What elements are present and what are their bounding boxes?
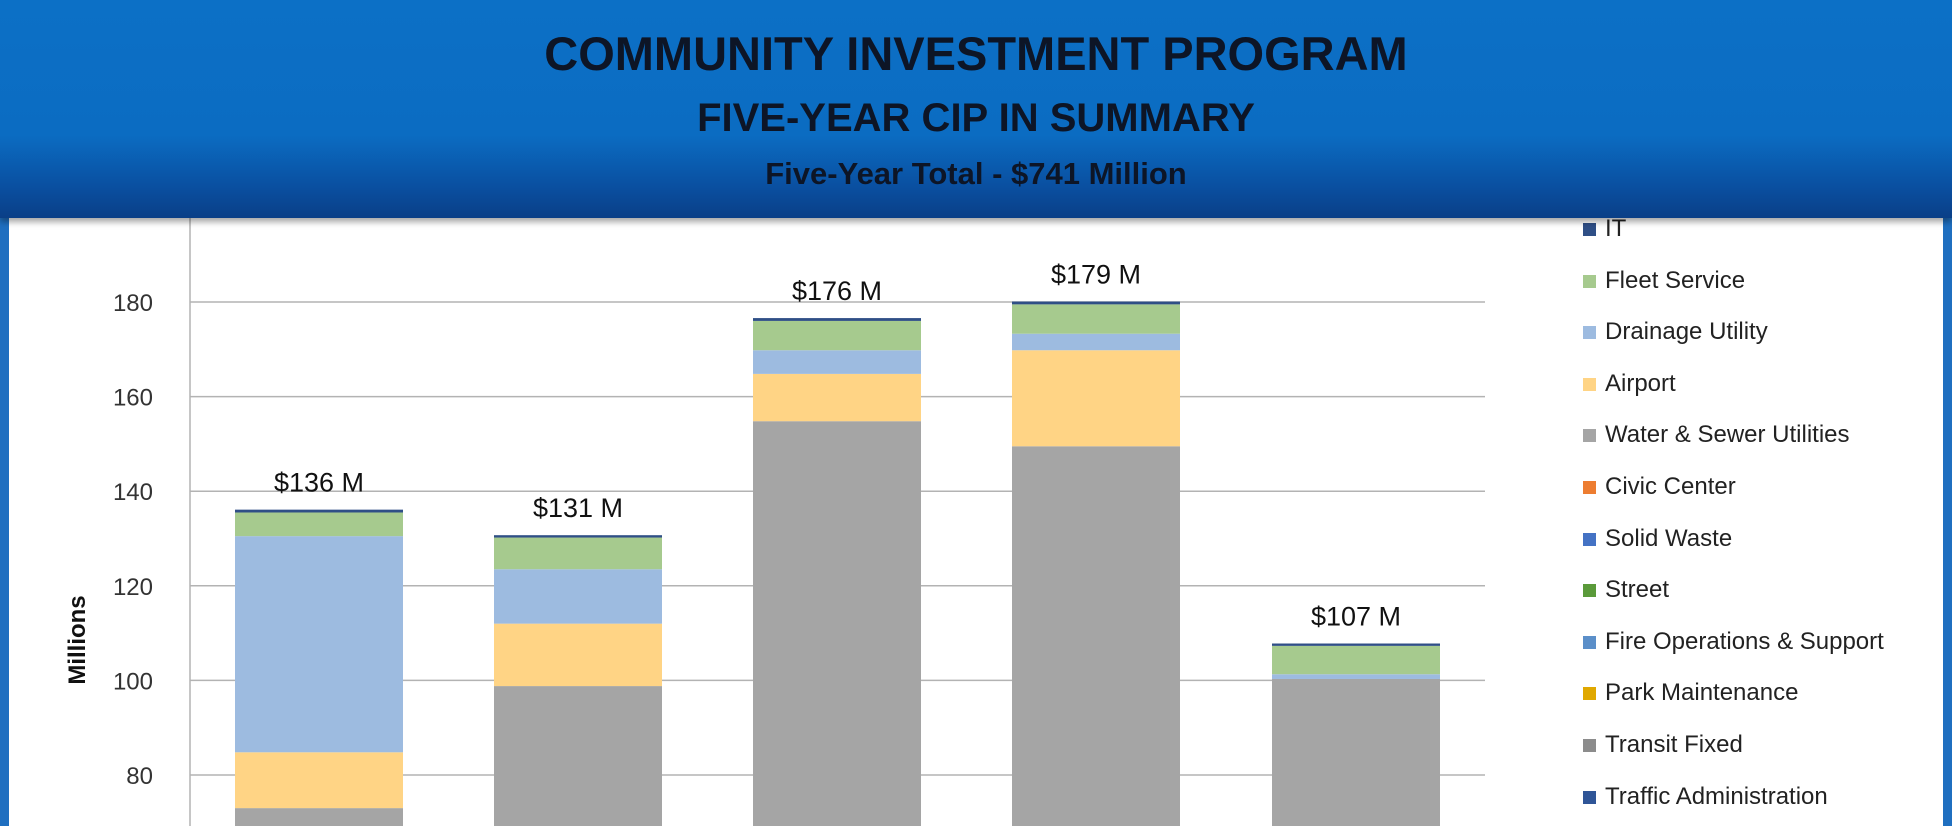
bar-segment-4-it <box>1012 301 1180 305</box>
header-banner: COMMUNITY INVESTMENT PROGRAM FIVE-YEAR C… <box>0 0 1952 218</box>
bar-segment-1-drainage-utility <box>235 536 403 753</box>
legend-label: Solid Waste <box>1605 524 1733 552</box>
y-tick-label-80: 80 <box>126 763 153 790</box>
legend-label: Drainage Utility <box>1605 318 1768 346</box>
bar-total-label-5: $107 M <box>1311 602 1401 632</box>
bar-segment-2-drainage-utility <box>494 569 662 624</box>
y-axis-label: Millions <box>64 595 91 684</box>
bar-segment-3-airport <box>753 373 921 422</box>
y-tick-label-100: 100 <box>113 668 153 695</box>
legend-swatch <box>1583 687 1596 701</box>
bar-segment-2-fleet-service <box>494 537 662 570</box>
legend-swatch <box>1583 532 1596 546</box>
bar-segment-1-water-sewer-utilities <box>235 808 403 826</box>
legend-swatch <box>1583 481 1596 494</box>
legend-label: Fleet Service <box>1605 266 1746 294</box>
legend-swatch <box>1583 326 1596 340</box>
legend-label: Civic Center <box>1605 473 1736 500</box>
bar-segment-4-airport <box>1012 350 1180 447</box>
bar-total-label-2: $131 M <box>533 493 623 523</box>
legend-label: Water & Sewer Utilities <box>1605 421 1850 449</box>
legend-label: Transit Fixed <box>1605 731 1743 758</box>
legend-swatch <box>1583 274 1596 288</box>
y-tick-label-160: 160 <box>113 385 153 412</box>
legend-swatch <box>1583 790 1596 804</box>
legend-label: Street <box>1605 576 1670 604</box>
bar-segment-5-it <box>1272 643 1440 646</box>
legend-swatch <box>1583 739 1596 752</box>
legend-label: Park Maintenance <box>1605 679 1799 707</box>
bar-segment-4-drainage-utility <box>1012 333 1180 351</box>
bar-segment-3-it <box>753 318 921 321</box>
bar-segment-3-fleet-service <box>753 320 921 351</box>
bar-segment-3-water-sewer-utilities <box>753 421 921 826</box>
legend-swatch <box>1583 429 1596 443</box>
bar-segment-5-water-sewer-utilities <box>1272 678 1440 826</box>
bar-segment-1-it <box>235 509 403 513</box>
legend-swatch <box>1583 223 1596 236</box>
bar-segment-4-water-sewer-utilities <box>1012 446 1180 826</box>
page-title: COMMUNITY INVESTMENT PROGRAM <box>544 27 1408 80</box>
y-tick-label-140: 140 <box>113 479 153 506</box>
legend-swatch <box>1583 635 1596 649</box>
y-tick-label-120: 120 <box>113 574 153 601</box>
legend-label: Fire Operations & Support <box>1605 627 1884 655</box>
legend-swatch <box>1583 377 1596 391</box>
bar-segment-1-fleet-service <box>235 512 403 537</box>
bar-segment-1-airport <box>235 752 403 809</box>
bar-segment-4-fleet-service <box>1012 304 1180 334</box>
bar-segment-2-water-sewer-utilities <box>494 686 662 826</box>
bar-segment-2-airport <box>494 623 662 687</box>
legend-label: Traffic Administration <box>1605 782 1828 810</box>
bar-segment-5-fleet-service <box>1272 645 1440 675</box>
bar-segment-2-it <box>494 535 662 538</box>
page-subtitle: FIVE-YEAR CIP IN SUMMARY <box>697 96 1255 140</box>
legend-label: Airport <box>1605 369 1676 397</box>
bar-total-label-1: $136 M <box>274 468 364 498</box>
legend-label: IT <box>1605 215 1627 242</box>
five-year-total: Five-Year Total - $741 Million <box>765 156 1187 191</box>
legend-swatch <box>1583 584 1596 598</box>
bar-segment-3-drainage-utility <box>753 350 921 374</box>
bar-total-label-3: $176 M <box>792 276 882 306</box>
bar-segment-5-drainage-utility <box>1272 674 1440 679</box>
bar-total-label-4: $179 M <box>1051 260 1141 290</box>
y-tick-label-180: 180 <box>113 290 153 317</box>
